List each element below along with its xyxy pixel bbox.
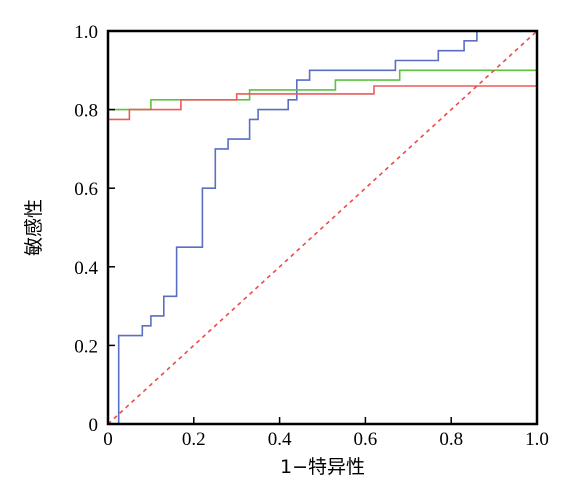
roc-curve-3	[108, 85, 537, 121]
y-tick-label: 0.2	[74, 336, 98, 357]
x-axis-title: 1−特异性	[280, 456, 365, 478]
x-tick-label: 0.6	[354, 429, 378, 450]
y-tick-label: 0	[89, 415, 99, 436]
roc-curve-1	[117, 30, 537, 424]
x-tick-label: 0.4	[268, 429, 292, 450]
y-axis-title: 敏感性	[23, 199, 45, 256]
x-tick-label: 0	[103, 429, 113, 450]
roc-curve-2	[108, 69, 537, 111]
ticks-layer: 0 0.2 0.4 0.6 0.8 1.0 0 0.2 0.4 0.6 0.8 1.0	[74, 22, 549, 450]
plot-frame	[106, 29, 539, 426]
series-layer	[107, 30, 538, 425]
x-tick-label: 1.0	[525, 429, 549, 450]
y-tick-label: 0.8	[74, 101, 98, 122]
x-tick-label: 0.2	[182, 429, 206, 450]
y-tick-label: 0.4	[74, 258, 98, 279]
y-tick-label: 1.0	[74, 22, 98, 43]
x-tick-label: 0.8	[439, 429, 463, 450]
reference-diagonal-line	[107, 30, 538, 425]
y-tick-label: 0.6	[74, 179, 98, 200]
